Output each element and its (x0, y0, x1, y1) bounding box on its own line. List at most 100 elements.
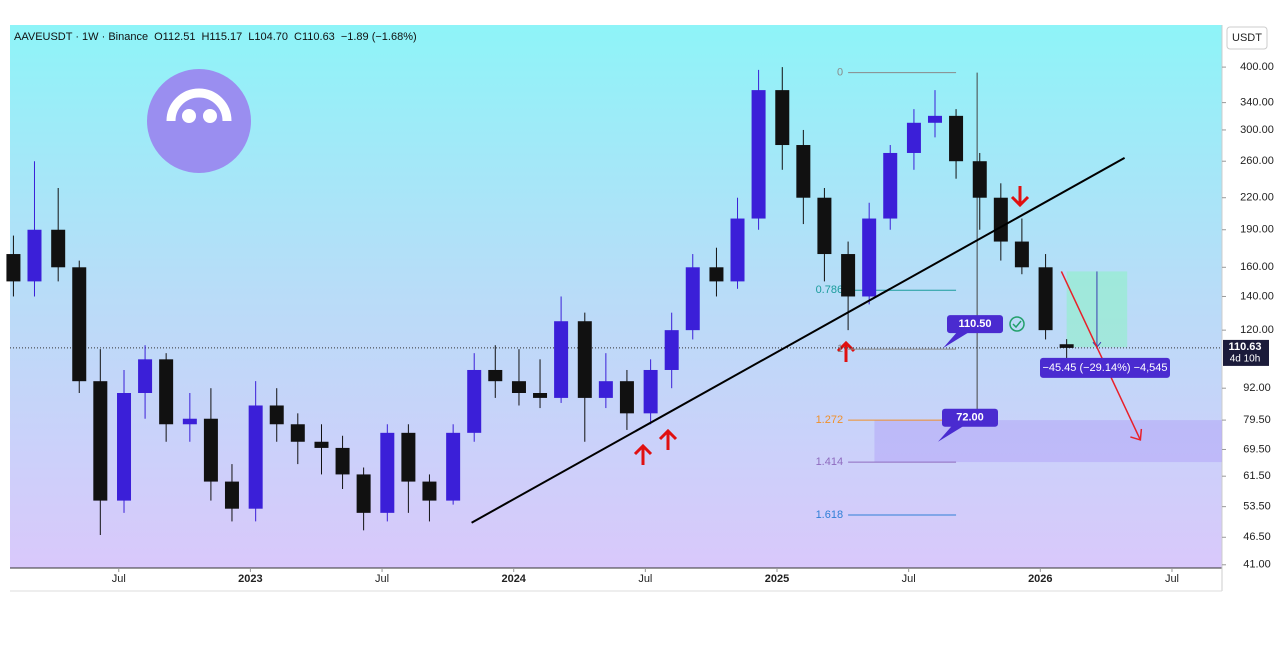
candle-body (182, 418, 197, 425)
candle-body (314, 441, 329, 448)
candle-body (577, 321, 592, 398)
candle-body (335, 447, 350, 475)
fib-label: 1.272 (816, 414, 844, 426)
candle-body (533, 392, 548, 398)
candle-body (224, 481, 239, 509)
candle-body (51, 229, 66, 268)
candle-body (554, 321, 569, 398)
candle-body (906, 122, 921, 153)
candle-body (446, 432, 461, 501)
y-tick-label: 400.00 (1240, 61, 1274, 73)
callout-box (942, 408, 998, 427)
y-tick-label: 260.00 (1240, 155, 1274, 167)
candle-body (72, 267, 87, 382)
y-tick-label: 300.00 (1240, 124, 1274, 136)
candle-body (993, 197, 1008, 242)
candle-body (401, 432, 416, 482)
candle-body (709, 267, 724, 282)
candle-body (775, 90, 790, 146)
y-tick-label: 79.50 (1243, 414, 1271, 426)
fib-label: 0 (837, 67, 843, 79)
target-zone (874, 420, 1222, 463)
change: −1.89 (−1.68%) (340, 31, 417, 43)
candle-body (619, 381, 634, 414)
measure-label-box (1040, 357, 1170, 378)
candle-body (751, 90, 766, 219)
x-tick-label: Jul (375, 573, 389, 585)
y-tick-label: 69.50 (1243, 443, 1271, 455)
candle-body (883, 152, 898, 219)
trendline (471, 157, 1126, 524)
candle-body (27, 229, 42, 282)
candle-body (796, 145, 811, 198)
candle-body (356, 474, 371, 513)
candle-body (159, 359, 174, 425)
callout-box (947, 315, 1003, 334)
x-tick-label: Jul (1165, 573, 1179, 585)
candle-body (138, 359, 153, 393)
y-tick-label: 61.50 (1243, 470, 1271, 482)
candle-body (488, 369, 503, 382)
y-tick-label: 340.00 (1240, 97, 1274, 109)
x-tick-label: 2025 (765, 573, 789, 585)
close: C110.63 (294, 31, 335, 43)
candle-body (467, 369, 482, 433)
callout-pointer (943, 332, 969, 349)
candle-body (248, 405, 263, 509)
candle-body (841, 254, 856, 297)
countdown-label: 4d 10h (1230, 354, 1261, 365)
candle-body (269, 405, 284, 425)
candle-body (664, 330, 679, 370)
y-tick-label: 140.00 (1240, 290, 1274, 302)
y-tick-label: 92.00 (1243, 382, 1271, 394)
candle-body (422, 481, 437, 501)
high: H115.17 (201, 31, 243, 43)
x-tick-label: Jul (112, 573, 126, 585)
low: L104.70 (248, 31, 289, 43)
candle-body (511, 381, 526, 393)
candle-body (927, 115, 942, 123)
signal-arrows (633, 186, 1030, 465)
candle-body (6, 254, 21, 282)
x-tick-label: 2026 (1028, 573, 1052, 585)
y-tick-label: 120.00 (1240, 324, 1274, 336)
x-tick-label: 2024 (501, 573, 526, 585)
candle-body (862, 218, 877, 297)
last-price-box (1223, 339, 1269, 366)
candle-body (643, 369, 658, 414)
candle-body (1014, 241, 1029, 268)
check-icon (1009, 316, 1025, 332)
y-tick-label: 160.00 (1240, 261, 1274, 273)
y-tick-label: 46.50 (1243, 531, 1271, 543)
y-tick-label: 220.00 (1240, 192, 1274, 204)
projection (1060, 271, 1142, 441)
candle-body (380, 432, 395, 513)
callout-label: 110.50 (958, 318, 991, 330)
candle-body (598, 381, 613, 398)
fib-label: 1.618 (816, 509, 844, 521)
candle-body (1059, 344, 1074, 348)
fib-label: 0.786 (816, 284, 844, 296)
x-tick-label: Jul (638, 573, 652, 585)
symbol: AAVEUSDT · 1W · Binance (14, 31, 149, 43)
candle-body (290, 424, 305, 442)
candle-body (117, 392, 132, 501)
y-tick-label: 41.00 (1243, 559, 1271, 571)
candle-body (93, 381, 108, 501)
candle-body (1038, 267, 1053, 331)
candle-body (203, 418, 218, 482)
x-tick-label: Jul (902, 573, 916, 585)
currency-label[interactable]: USDT (1232, 32, 1262, 44)
projection-head (1130, 428, 1143, 441)
callout-pointer (938, 425, 964, 442)
candle-body (972, 161, 987, 198)
fib-label: 1.414 (816, 456, 844, 468)
y-tick-label: 190.00 (1240, 224, 1274, 236)
y-tick-label: 53.50 (1243, 501, 1271, 513)
currency-box[interactable] (1226, 26, 1268, 50)
logo (147, 69, 251, 173)
measure-label: −45.45 (−29.14%) −4,545 (1042, 362, 1167, 374)
callout-label: 72.00 (956, 412, 984, 424)
